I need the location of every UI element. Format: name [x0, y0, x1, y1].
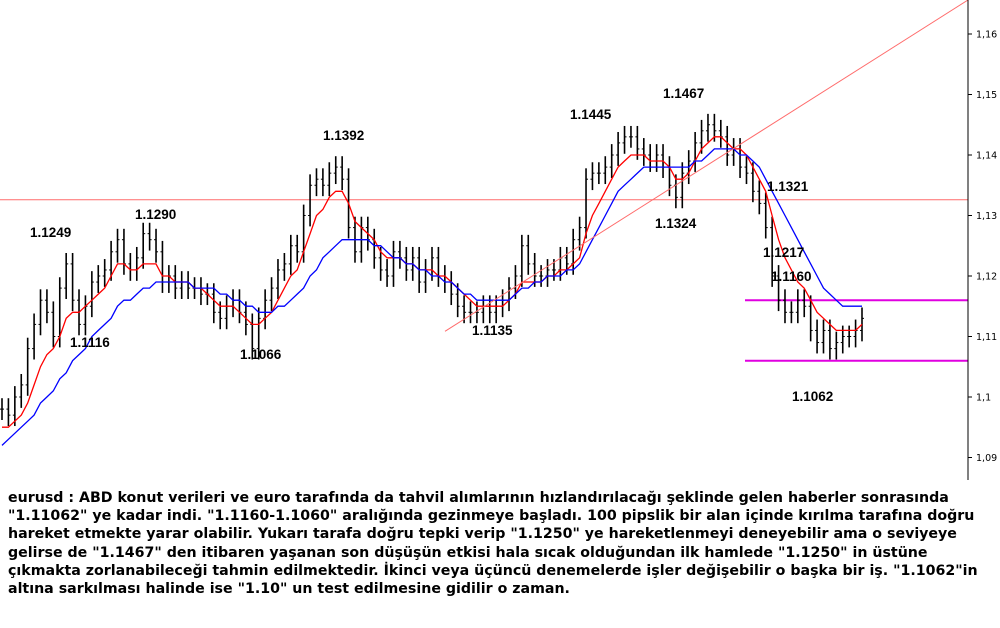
- price-label: 1.1062: [792, 389, 833, 404]
- price-chart: 1,161,151,141,131,121,111,11,09 1.12491.…: [0, 0, 997, 480]
- trendline: [444, 0, 969, 332]
- moving-averages: [1, 136, 863, 446]
- y-tick-label: 1,13: [976, 211, 997, 222]
- trendline-segment: [444, 0, 969, 332]
- price-label: 1.1135: [472, 323, 513, 338]
- commentary-text: eurusd : ABD konut verileri ve euro tara…: [8, 490, 978, 598]
- y-tick-label: 1,1: [976, 393, 991, 404]
- price-label: 1.1249: [30, 225, 71, 240]
- y-tick-label: 1,12: [976, 272, 997, 283]
- price-label: 1.1324: [655, 216, 697, 231]
- price-label: 1.1066: [240, 347, 282, 362]
- price-label: 1.1160: [771, 269, 812, 284]
- price-bars: [0, 113, 864, 427]
- price-axis: 1,16 1,15 1,14 1,13 1,12 1,11 1,1 1,09: [967, 0, 997, 480]
- y-tick-label: 1,14: [976, 151, 997, 162]
- y-tick-label: 1,16: [976, 30, 997, 41]
- moving-average-line-1: [2, 136, 863, 428]
- price-labels: 1.1249 1.1290 1.1116 1.1392 1.1066 1.1445 1.14…: [30, 86, 833, 404]
- y-tick-label: 1,09: [976, 453, 997, 464]
- y-tick-label: 1,15: [976, 90, 997, 101]
- price-label: 1.1445: [570, 107, 612, 122]
- price-label: 1.1321: [767, 179, 809, 194]
- price-label: 1.1116: [70, 335, 110, 350]
- price-label: 1.1290: [135, 207, 176, 222]
- price-label: 1.1217: [763, 245, 804, 260]
- horizontal-lines: [0, 199, 968, 362]
- price-label: 1.1467: [663, 86, 704, 101]
- price-label: 1.1392: [323, 128, 364, 143]
- moving-average-line-2: [1, 148, 862, 446]
- y-tick-label: 1,11: [976, 332, 997, 343]
